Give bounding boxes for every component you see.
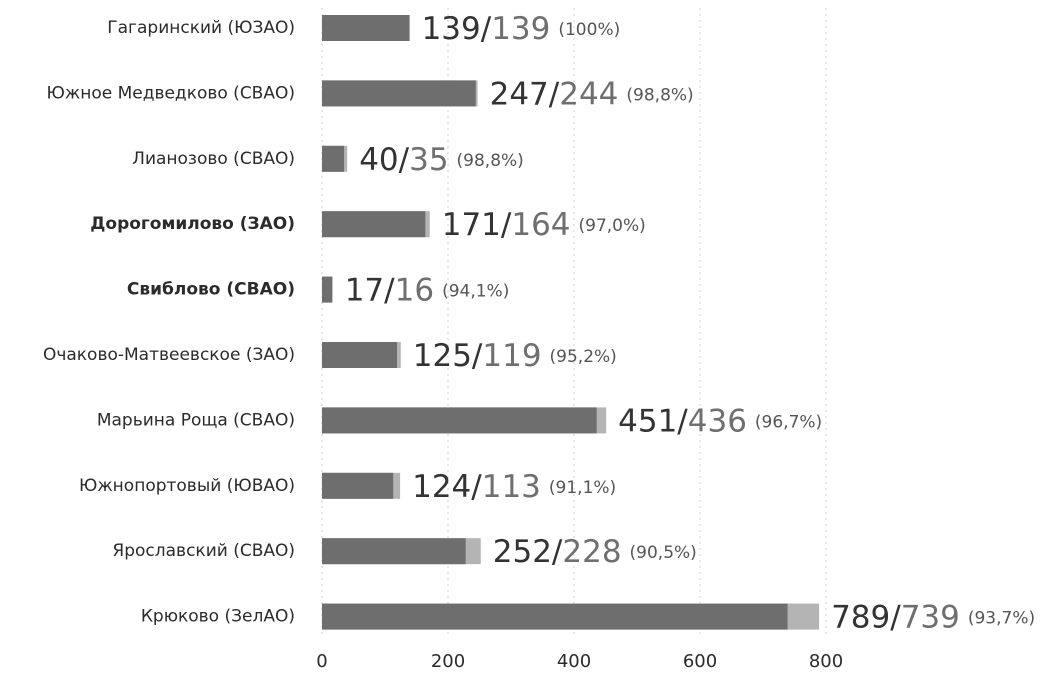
data-label-total: 139 (422, 11, 481, 47)
category-label: Очаково-Матвеевское (ЗАО) (43, 345, 295, 365)
bar-done (322, 15, 410, 41)
data-label-percent: (91,1%) (549, 478, 616, 498)
category-label: Марьина Роща (СВАО) (97, 410, 295, 430)
category-label: Южное Медведково (СВАО) (47, 83, 295, 103)
data-labels: 139/139 (100%)247/244 (98,8%)40/35 (98,8%)1… (345, 11, 1035, 636)
data-label-total: 252 (493, 534, 552, 570)
data-label-total: 125 (413, 338, 472, 374)
data-label-done: 164 (511, 207, 570, 243)
data-label-percent: (90,5%) (630, 543, 697, 563)
category-label: Лианозово (СВАО) (132, 149, 295, 169)
category-label: Ярославский (СВАО) (112, 541, 295, 561)
data-label-separator: / (677, 403, 688, 439)
data-label: 124/113 (91,1%) (412, 468, 616, 504)
bar-done (322, 472, 394, 499)
data-label-done: 139 (491, 11, 550, 47)
data-label-separator: / (549, 76, 560, 112)
category-label: Южнопортовый (ЮВАО) (79, 476, 295, 496)
x-tick-label: 200 (431, 651, 465, 672)
data-label-separator: / (890, 599, 901, 635)
data-label-done: 739 (901, 599, 960, 635)
data-label-percent: (98,8%) (626, 85, 693, 105)
data-label-done: 244 (559, 76, 618, 112)
data-label-total: 451 (618, 403, 677, 439)
bar-done (322, 342, 397, 368)
data-label-percent: (93,7%) (968, 609, 1035, 629)
x-tick-label: 400 (557, 651, 591, 672)
bar-done (322, 211, 426, 238)
bars (322, 15, 820, 630)
data-label-total: 247 (490, 76, 549, 112)
data-label-percent: (98,8%) (457, 151, 524, 171)
bar-done (322, 407, 597, 434)
data-label-percent: (95,2%) (550, 347, 617, 367)
data-label-percent: (96,7%) (755, 412, 822, 432)
data-label-done: 228 (562, 534, 621, 570)
data-label-separator: / (552, 534, 563, 570)
data-label-separator: / (384, 272, 395, 308)
data-label-total: 40 (359, 141, 398, 177)
data-label-done: 119 (482, 338, 541, 374)
x-tick-label: 0 (316, 651, 327, 672)
category-label: Гагаринский (ЮЗАО) (107, 18, 295, 38)
data-label: 40/35 (98,8%) (359, 141, 524, 177)
data-label-total: 17 (345, 272, 384, 308)
data-label-separator: / (471, 468, 482, 504)
bar-done (322, 276, 333, 303)
data-label-done: 113 (482, 468, 541, 504)
data-label-done: 16 (395, 272, 434, 308)
category-label: Свиблово (СВАО) (127, 280, 295, 300)
data-label: 247/244 (98,8%) (490, 76, 694, 112)
data-label: 789/739 (93,7%) (831, 599, 1035, 635)
data-label: 171/164 (97,0%) (442, 207, 646, 243)
x-tick-label: 600 (683, 651, 717, 672)
bar-done (322, 603, 788, 630)
data-label: 252/228 (90,5%) (493, 534, 697, 570)
gridlines (321, 8, 827, 636)
data-label-separator: / (472, 338, 483, 374)
data-label-percent: (100%) (558, 20, 620, 40)
data-label-total: 171 (442, 207, 501, 243)
data-label-separator: / (501, 207, 512, 243)
data-label-total: 124 (412, 468, 471, 504)
bar-done (322, 145, 345, 172)
data-label-done: 35 (409, 141, 448, 177)
data-label: 125/119 (95,2%) (413, 338, 617, 374)
data-label: 451/436 (96,7%) (618, 403, 822, 439)
data-label: 17/16 (94,1%) (345, 272, 510, 308)
data-label-total: 789 (831, 599, 890, 635)
data-label-percent: (97,0%) (579, 216, 646, 236)
bar-done (322, 538, 466, 565)
data-label-done: 436 (688, 403, 747, 439)
category-labels: Гагаринский (ЮЗАО) Южное Медведково (СВАО… (43, 18, 295, 627)
data-label-separator: / (481, 11, 492, 47)
data-label-separator: / (399, 141, 410, 177)
x-tick-label: 800 (809, 651, 843, 672)
x-axis-ticks: 0 200 400 600 800 (316, 651, 843, 672)
category-label: Дорогомилово (ЗАО) (90, 214, 295, 234)
data-label-percent: (94,1%) (442, 282, 509, 302)
bar-done (322, 80, 476, 107)
category-label: Крюково (ЗелАО) (141, 607, 295, 627)
data-label: 139/139 (100%) (422, 11, 621, 47)
